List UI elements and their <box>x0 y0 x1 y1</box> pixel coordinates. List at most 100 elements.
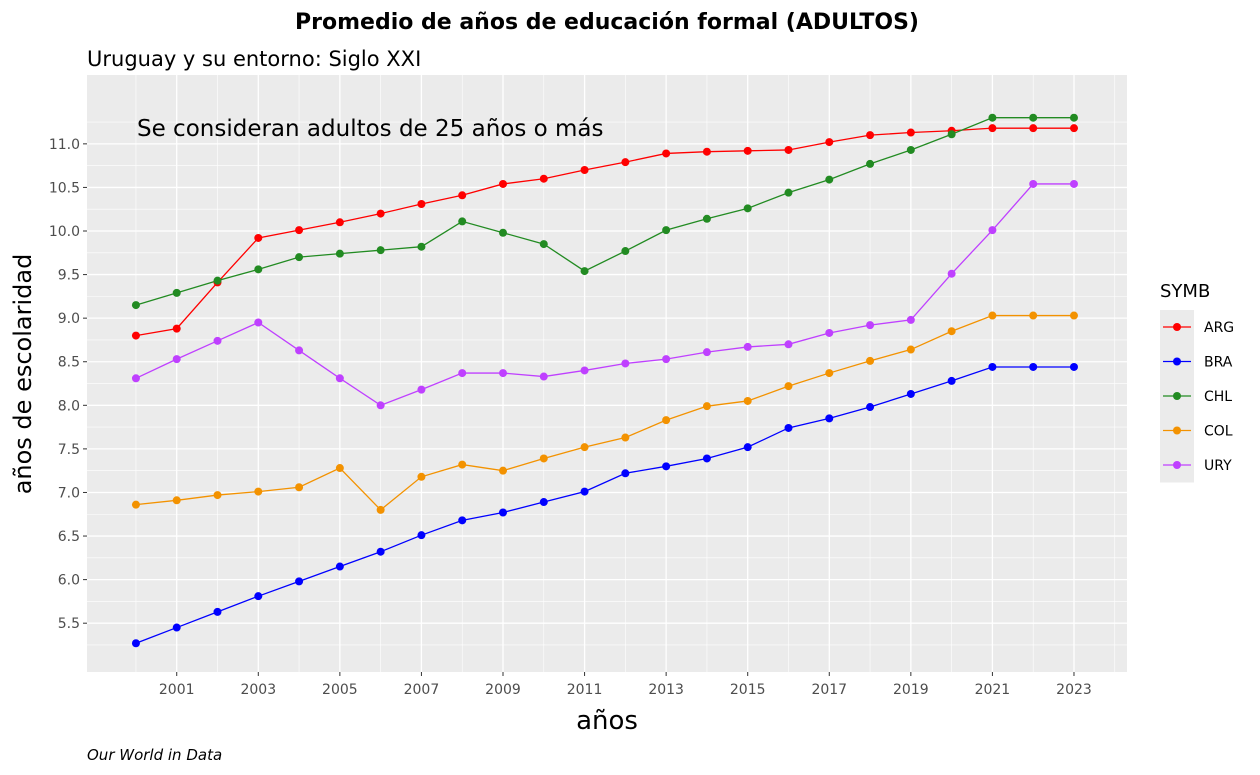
point-bra <box>662 462 671 471</box>
point-col <box>295 483 304 492</box>
point-ury <box>825 328 834 337</box>
y-tick-label: 8.5 <box>58 355 80 371</box>
point-ury <box>295 346 304 355</box>
line-chl <box>135 117 1074 306</box>
point-ury <box>947 269 956 278</box>
point-arg <box>621 158 630 167</box>
point-col <box>988 311 997 320</box>
point-ury <box>580 366 589 375</box>
x-tick-label: 2019 <box>893 682 929 698</box>
point-chl <box>213 276 222 285</box>
y-tick-label: 5.5 <box>58 616 80 632</box>
point-chl <box>376 246 385 255</box>
point-col <box>376 505 385 514</box>
point-bra <box>213 607 222 616</box>
point-chl <box>1069 113 1078 122</box>
point-ury <box>376 401 385 410</box>
y-tick-label: 6.5 <box>58 529 80 545</box>
point-col <box>172 496 181 505</box>
plot-panel <box>87 75 1127 672</box>
point-arg <box>743 146 752 155</box>
x-tick-label: 2001 <box>159 682 195 698</box>
point-col <box>499 466 507 475</box>
point-bra <box>621 469 630 478</box>
point-bra <box>825 414 834 423</box>
point-bra <box>295 577 304 586</box>
x-axis: 2001 2003 2005 2007 2009 2011 2013 2015 2017 2019… <box>159 672 1092 698</box>
point-arg <box>988 124 997 133</box>
point-ury <box>988 226 997 235</box>
point-col <box>662 416 671 425</box>
point-arg <box>458 191 467 200</box>
y-tick-label: 11.0 <box>49 137 80 153</box>
point-chl <box>499 228 507 237</box>
point-col <box>1029 311 1038 320</box>
legend-key-point <box>1173 461 1181 469</box>
point-arg <box>131 331 140 340</box>
legend-label-col: COL <box>1204 424 1233 440</box>
legend-key-point <box>1173 323 1181 331</box>
point-col <box>621 433 630 442</box>
point-bra <box>417 531 426 540</box>
point-arg <box>295 226 304 235</box>
point-arg <box>580 165 589 174</box>
line-bra <box>135 366 1074 644</box>
point-ury <box>784 340 793 349</box>
point-chl <box>131 301 140 310</box>
point-chl <box>254 265 263 274</box>
legend-key-point <box>1173 357 1181 366</box>
point-chl <box>743 204 752 213</box>
point-chl <box>335 249 344 258</box>
x-tick-label: 2021 <box>975 682 1011 698</box>
point-arg <box>906 128 915 137</box>
point-chl <box>662 226 671 235</box>
point-chl <box>702 214 711 223</box>
x-tick-label: 2023 <box>1056 682 1092 698</box>
x-tick-label: 2007 <box>404 682 440 698</box>
annotation-text: Se consideran adultos de 25 años o más <box>137 116 604 142</box>
point-chl <box>784 188 793 197</box>
point-chl <box>295 253 304 262</box>
caption: Our World in Data <box>87 746 222 764</box>
point-arg <box>539 174 548 183</box>
point-bra <box>499 508 507 517</box>
point-ury <box>499 369 507 378</box>
point-arg <box>1029 124 1038 133</box>
y-tick-label: 9.0 <box>58 311 80 327</box>
point-col <box>906 345 915 354</box>
point-bra <box>947 376 956 385</box>
x-tick-label: 2011 <box>567 682 603 698</box>
point-bra <box>376 547 385 556</box>
x-tick-label: 2005 <box>322 682 358 698</box>
point-chl <box>458 217 467 226</box>
point-bra <box>906 389 915 398</box>
point-arg <box>825 138 834 147</box>
point-arg <box>866 131 875 140</box>
point-arg <box>662 149 671 158</box>
legend: ARG BRA CHL COL URY <box>1160 310 1234 483</box>
point-bra <box>1069 362 1078 371</box>
point-bra <box>172 623 181 632</box>
point-ury <box>866 321 875 330</box>
point-arg <box>784 145 793 154</box>
x-axis-label: años <box>576 706 638 736</box>
point-bra <box>988 362 997 371</box>
point-ury <box>417 385 426 394</box>
x-tick-label: 2009 <box>485 682 521 698</box>
point-col <box>947 327 956 336</box>
x-tick-label: 2013 <box>648 682 684 698</box>
point-ury <box>254 318 263 327</box>
point-col <box>254 487 263 496</box>
point-col <box>580 443 589 452</box>
chart-title: Promedio de años de educación formal (AD… <box>295 10 919 35</box>
point-col <box>213 491 222 500</box>
point-bra <box>335 562 344 571</box>
point-chl <box>866 159 875 168</box>
y-tick-label: 7.0 <box>58 485 80 501</box>
point-ury <box>172 355 181 364</box>
point-bra <box>743 443 752 452</box>
legend-label-ury: URY <box>1204 458 1232 474</box>
point-col <box>539 454 548 463</box>
point-col <box>417 472 426 481</box>
